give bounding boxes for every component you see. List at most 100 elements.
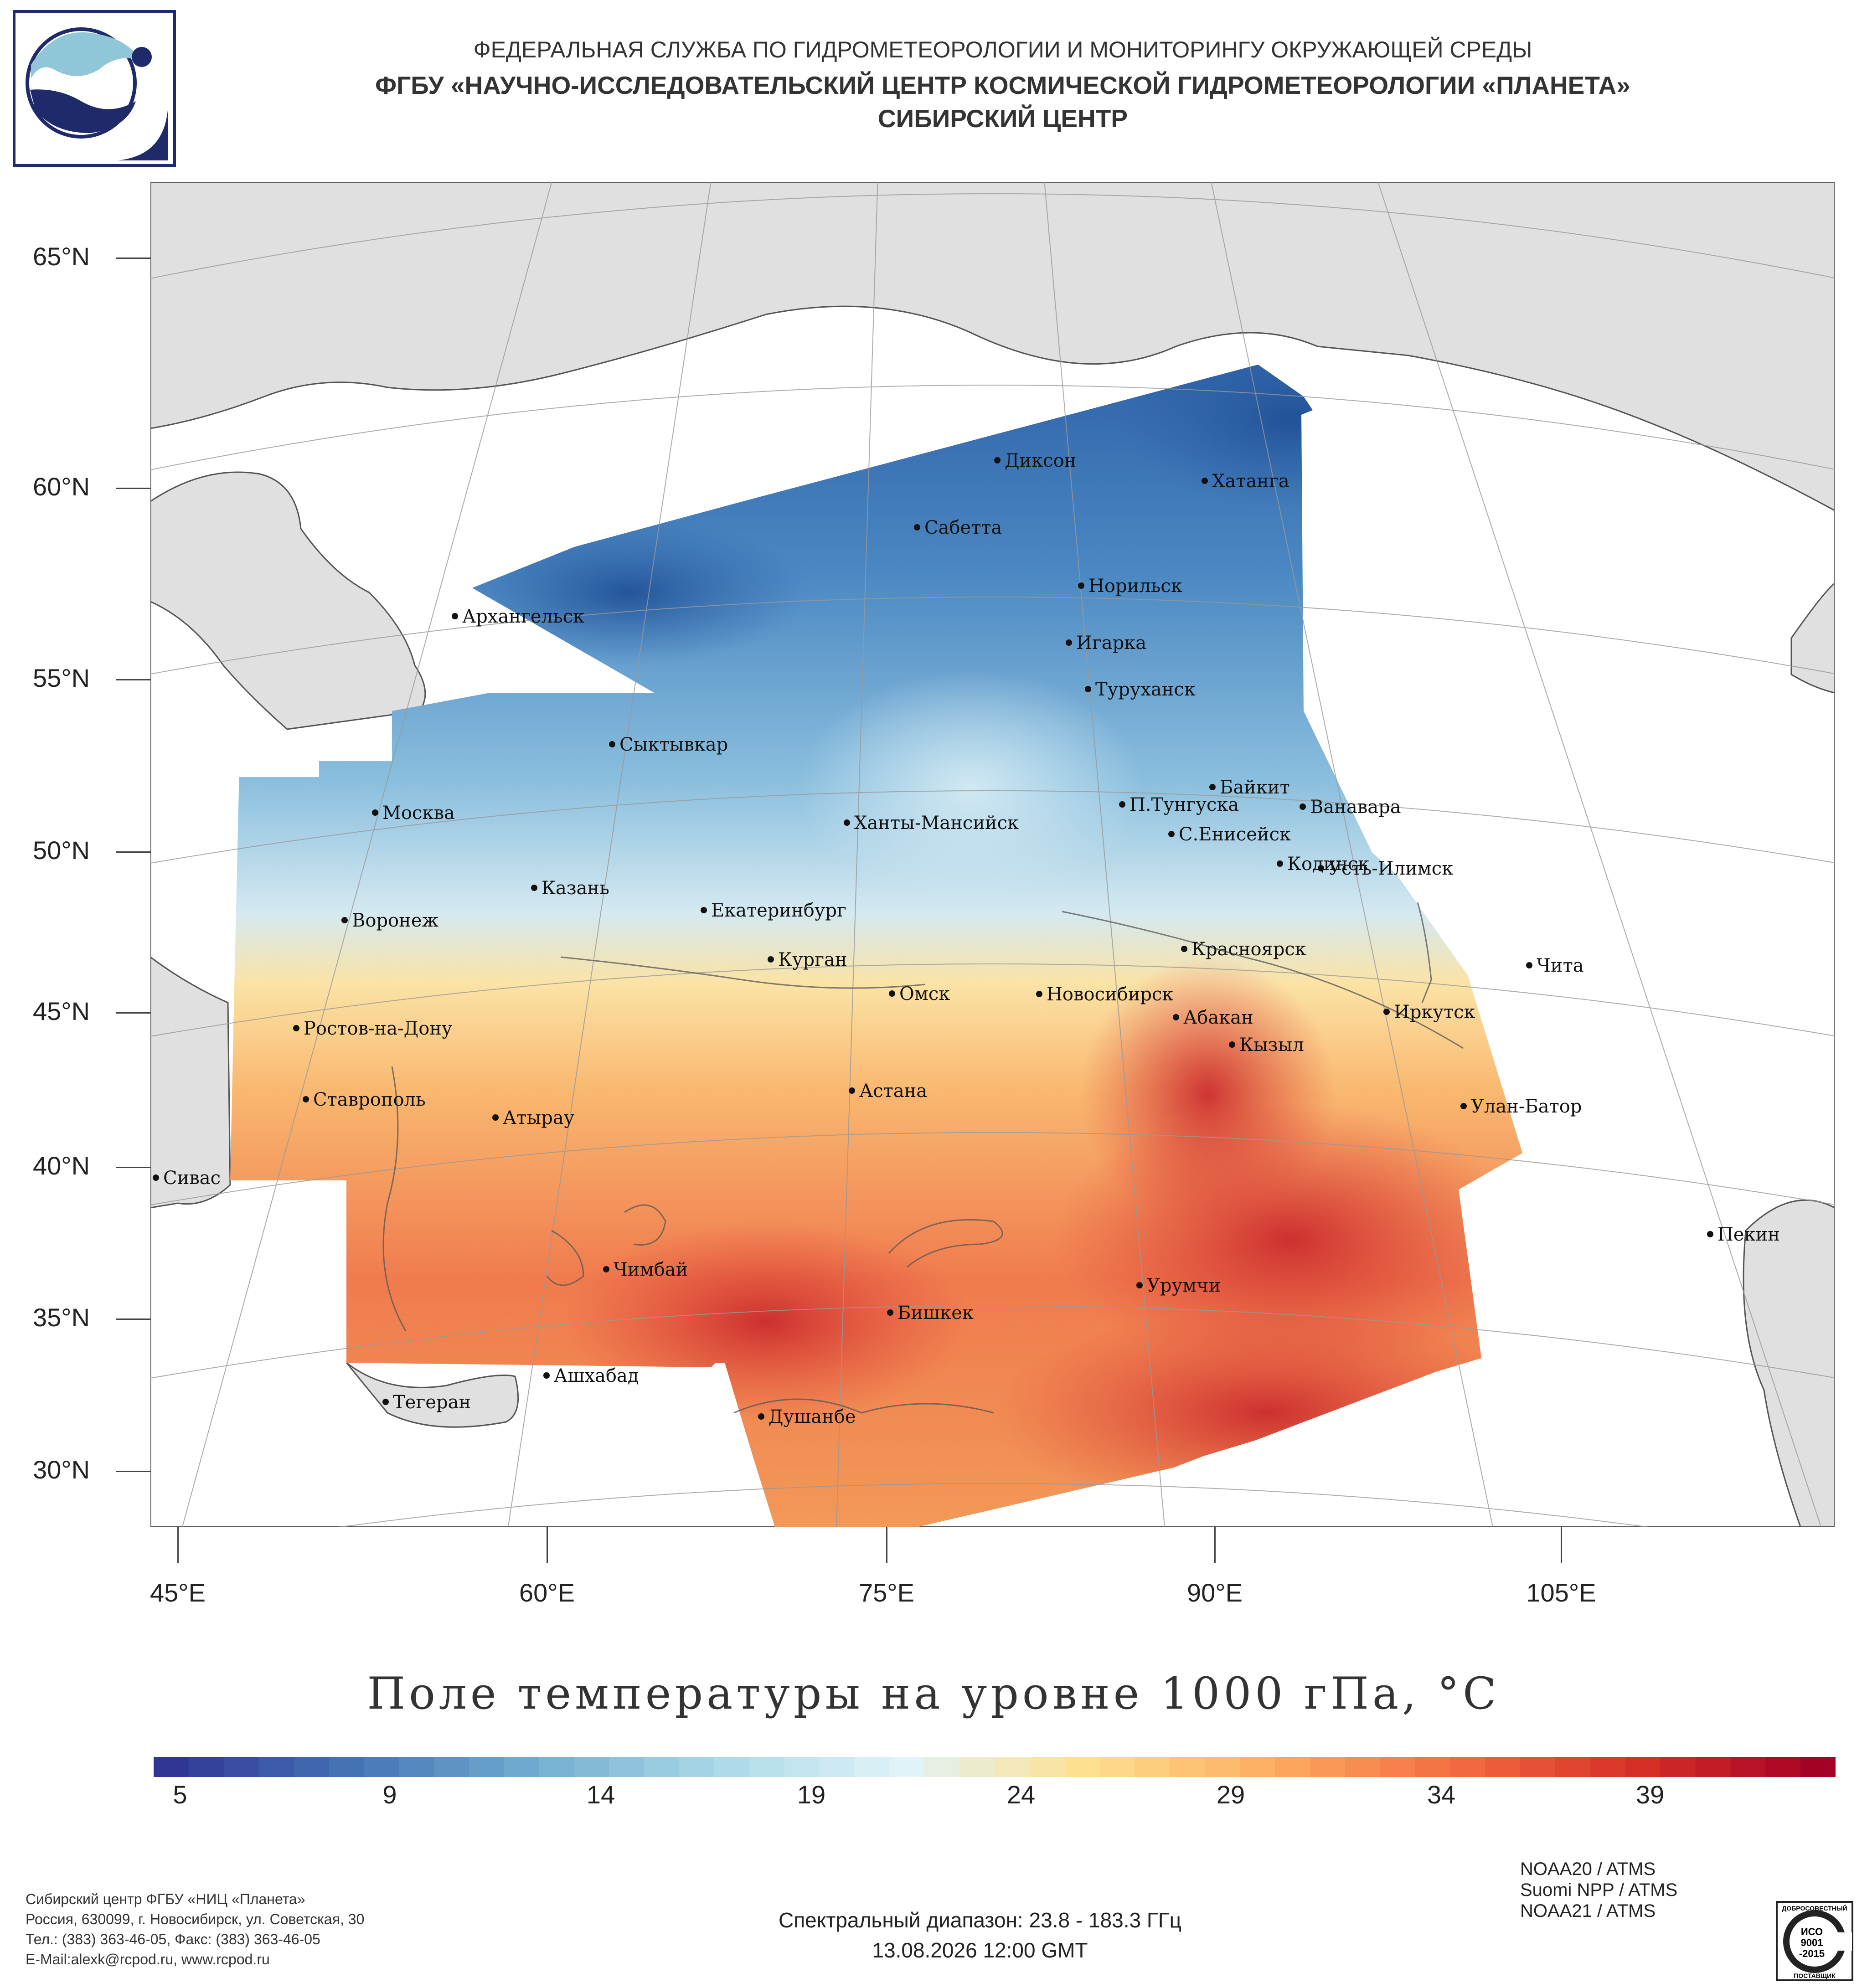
city-marker: П.Тунгуска (1119, 794, 1239, 815)
city-label: Воронеж (352, 910, 438, 931)
lat-tick (116, 258, 150, 259)
city-marker: Сивас (153, 1168, 221, 1189)
arctic-land (150, 182, 1835, 511)
city-marker: Кодинск (1277, 854, 1369, 875)
lat-tick (116, 1471, 150, 1472)
korea-land (1743, 1199, 1835, 1527)
lat-label-65: 65°N (33, 242, 90, 271)
lon-tick (886, 1527, 887, 1563)
city-label: Ванавара (1310, 797, 1401, 818)
city-label: Туруханск (1095, 679, 1196, 700)
city-dot (609, 741, 615, 747)
city-label: Норильск (1088, 576, 1182, 597)
city-dot (768, 956, 774, 963)
iso-certification-stamp: ДОБРОСОВЕСТНЫЙ ИСО 9001 -2015 ПОСТАВЩИК (1776, 1901, 1853, 1981)
city-label: Урумчи (1147, 1275, 1221, 1296)
colorbar-segment (1520, 1757, 1556, 1777)
colorbar-segment (434, 1757, 469, 1777)
city-dot (531, 885, 537, 891)
city-marker: Иркутск (1383, 1002, 1475, 1023)
colorbar-segment (1765, 1757, 1801, 1777)
datetime: 13.08.2026 12:00 GMT (872, 1938, 1088, 1962)
city-label: Пекин (1717, 1224, 1780, 1245)
city-label: Усть-Илимск (1328, 858, 1453, 879)
city-label: Ханты-Мансийск (854, 813, 1019, 834)
colorbar-segment (154, 1757, 189, 1777)
colorbar-segment (1099, 1757, 1135, 1777)
city-dot (1526, 962, 1532, 968)
city-marker: Екатеринбург (701, 900, 846, 921)
scandinavia-land (150, 471, 426, 730)
city-dot (1318, 865, 1324, 871)
city-dot (1300, 803, 1306, 810)
colorbar-segment (1695, 1757, 1731, 1777)
colorbar-segment (188, 1757, 224, 1777)
borders (382, 902, 1464, 1414)
city-dot (994, 457, 1001, 464)
colorbar-segment (889, 1757, 925, 1777)
colorbar-label: 14 (586, 1780, 615, 1809)
city-marker: Ханты-Мансийск (844, 813, 1019, 834)
product-info: Спектральный диапазон: 23.8 - 183.3 ГГц … (638, 1905, 1322, 1965)
colorbar-segment (749, 1757, 785, 1777)
spectral-range: Спектральный диапазон: 23.8 - 183.3 ГГц (778, 1908, 1182, 1932)
colorbar-segment (644, 1757, 680, 1777)
city-marker: Усть-Илимск (1318, 858, 1453, 879)
colorbar-segment (1205, 1757, 1241, 1777)
city-label: Иркутск (1394, 1002, 1475, 1023)
lat-label-55: 55°N (33, 664, 90, 692)
colorbar-segment (714, 1757, 750, 1777)
lon-label-105: 105°E (1526, 1578, 1596, 1607)
city-marker: Курган (768, 949, 847, 970)
lat-tick (116, 488, 150, 489)
svg-text:ИСО: ИСО (1801, 1926, 1823, 1937)
city-dot (1229, 1041, 1235, 1048)
city-marker: Чимбай (603, 1259, 688, 1280)
city-marker: Ростов-на-Дону (293, 1018, 453, 1039)
city-label: Казань (542, 878, 609, 899)
city-marker: Архангельск (452, 606, 584, 627)
org-line: Сибирский центр ФГБУ «НИЦ «Планета» (26, 1891, 305, 1907)
city-marker: Сабетта (914, 517, 1002, 538)
colorbar-segment (329, 1757, 365, 1777)
colorbar-segment (995, 1757, 1030, 1777)
city-dot (1173, 1014, 1179, 1020)
city-dot (1202, 478, 1208, 484)
city-label: Красноярск (1191, 939, 1306, 960)
city-label: Ростов-на-Дону (304, 1018, 453, 1039)
colorbar-segment (679, 1757, 715, 1777)
colorbar-segment (1170, 1757, 1206, 1777)
city-label: Кызыл (1239, 1035, 1304, 1056)
city-label: Сивас (163, 1168, 221, 1189)
city-dot (1036, 991, 1042, 997)
city-label: П.Тунгуска (1129, 794, 1239, 815)
city-dot (1181, 946, 1187, 952)
city-label: Новосибирск (1047, 984, 1173, 1005)
city-dot (1085, 686, 1091, 692)
colorbar-segment (1800, 1757, 1836, 1777)
city-label: Абакан (1183, 1007, 1253, 1028)
city-label: Атырау (503, 1107, 575, 1128)
city-label: Чимбай (614, 1259, 688, 1280)
city-dot (887, 1309, 893, 1316)
lon-tick (1214, 1527, 1216, 1563)
city-label: Астана (859, 1081, 927, 1102)
city-label: Омск (899, 984, 950, 1004)
colorbar (154, 1757, 1836, 1777)
city-label: Игарка (1076, 633, 1146, 654)
colorbar-segment (1029, 1757, 1065, 1777)
org-line: Тел.: (383) 363-46-05, Факс: (383) 363-4… (26, 1931, 320, 1947)
colorbar-segment (854, 1757, 890, 1777)
city-marker: Ванавара (1300, 797, 1401, 818)
lat-label-50: 50°N (33, 836, 90, 865)
city-dot (153, 1174, 159, 1181)
city-dot (382, 1399, 389, 1405)
lat-label-60: 60°N (33, 472, 90, 501)
lat-label-45: 45°N (33, 997, 90, 1025)
city-dot (303, 1096, 309, 1102)
colorbar-label: 39 (1635, 1780, 1665, 1809)
city-marker: Пекин (1707, 1224, 1780, 1245)
colorbar-segment (1730, 1757, 1766, 1777)
city-dot (914, 524, 920, 530)
colorbar-segment (1625, 1757, 1661, 1777)
